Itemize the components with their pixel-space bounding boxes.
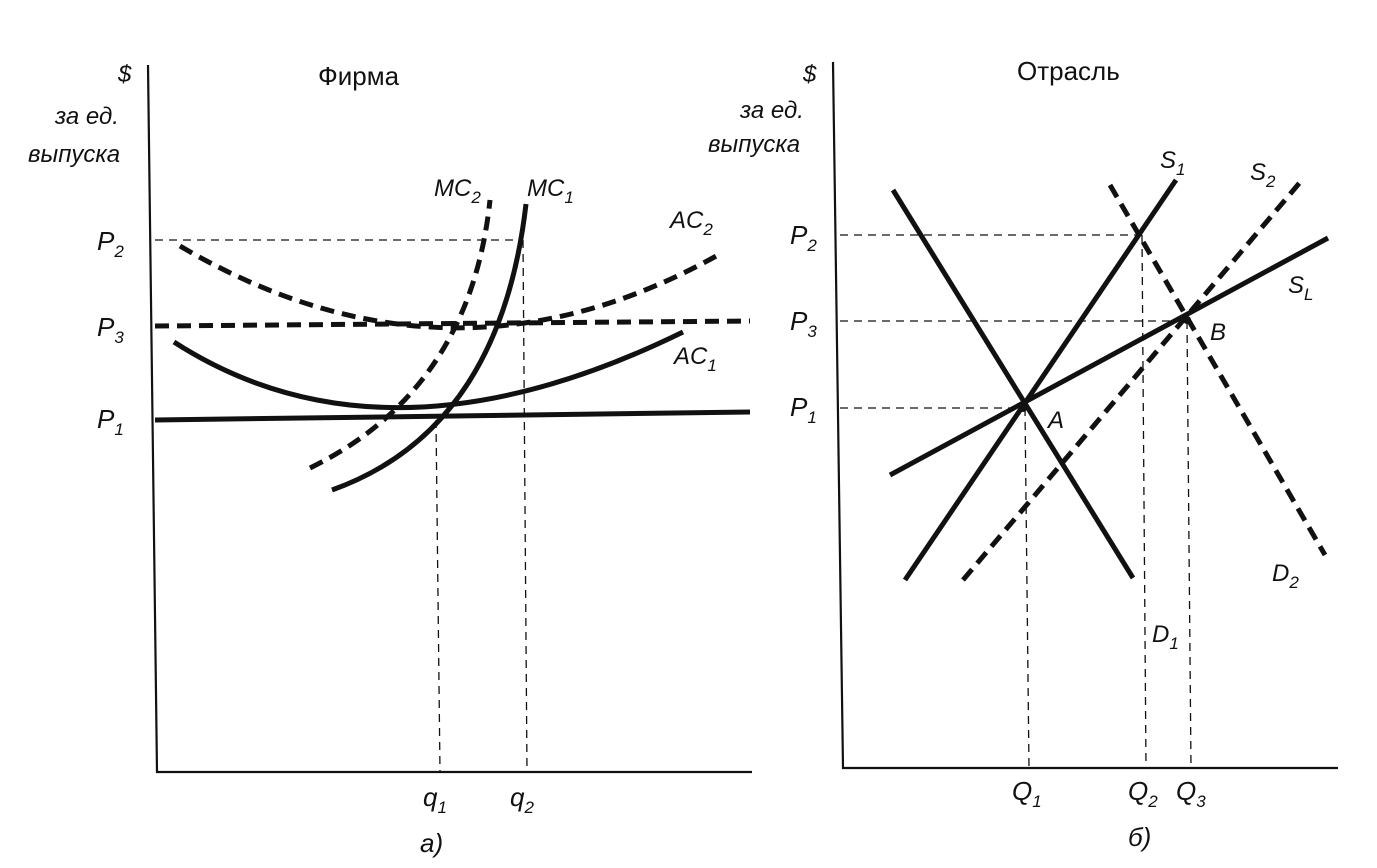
firm-mc1-label: MC1 xyxy=(527,175,574,207)
firm-ac1-label: AC1 xyxy=(672,343,717,375)
firm-caption: а) xyxy=(420,828,443,858)
industry-d2-label: D2 xyxy=(1272,560,1299,592)
firm-y-unit-symbol: $ xyxy=(117,61,132,88)
firm-p1-label: P1 xyxy=(97,404,124,439)
industry-p2-label: P2 xyxy=(790,220,817,255)
industry-caption: б) xyxy=(1128,822,1151,852)
firm-p1-line xyxy=(154,409,751,423)
industry-q3-guide xyxy=(1186,320,1192,769)
firm-panel: Фирма $ за ед. выпуска P2 P3 P1 q1 q2 MC… xyxy=(28,61,752,858)
industry-d1-label: D1 xyxy=(1152,621,1179,653)
industry-s1-line xyxy=(902,178,1179,582)
firm-y-unit-line2: выпуска xyxy=(28,141,120,168)
industry-p1-label: P1 xyxy=(790,392,817,427)
industry-p3-label: P3 xyxy=(790,306,817,341)
point-a-marker xyxy=(1019,404,1027,412)
firm-axes xyxy=(146,64,752,774)
industry-q2-guide xyxy=(1141,234,1147,769)
firm-ac2-curve xyxy=(178,243,720,331)
point-b-label: B xyxy=(1210,319,1226,346)
firm-ac2-label: AC2 xyxy=(668,207,713,239)
industry-axes xyxy=(831,61,1338,770)
point-b-marker xyxy=(1183,316,1191,324)
industry-d1-line xyxy=(890,188,1136,580)
firm-p3-line xyxy=(154,318,751,329)
industry-y-unit-line1: за ед. xyxy=(739,97,804,124)
industry-sl-label: SL xyxy=(1288,272,1313,304)
industry-q3-label: Q3 xyxy=(1176,776,1206,811)
firm-mc2-curve xyxy=(308,199,493,471)
firm-y-unit-line1: за ед. xyxy=(54,103,119,130)
industry-q1-label: Q1 xyxy=(1012,776,1042,811)
firm-title: Фирма xyxy=(318,61,400,91)
industry-q1-guide xyxy=(1024,407,1030,769)
industry-panel: Отрасль $ за ед. выпуска P2 P3 P1 Q1 Q2 … xyxy=(708,56,1338,852)
firm-ac1-curve xyxy=(172,329,685,410)
industry-y-unit-symbol: $ xyxy=(802,61,817,88)
firm-p2-label: P2 xyxy=(97,226,124,261)
firm-mc2-label: MC2 xyxy=(434,175,481,207)
point-a-label: A xyxy=(1046,407,1064,434)
industry-d2-line xyxy=(1107,183,1328,557)
firm-q2-guide xyxy=(522,239,528,773)
industry-y-unit-line2: выпуска xyxy=(708,131,800,158)
industry-title: Отрасль xyxy=(1017,56,1120,86)
firm-q1-guide xyxy=(435,419,441,773)
industry-sl-line xyxy=(888,235,1330,478)
firm-mc1-curve xyxy=(331,203,529,493)
firm-q1-label: q1 xyxy=(423,782,447,817)
industry-s2-label: S2 xyxy=(1250,159,1276,191)
industry-s1-label: S1 xyxy=(1160,147,1185,179)
firm-p3-label: P3 xyxy=(97,312,124,347)
firm-q2-label: q2 xyxy=(510,782,534,817)
industry-q2-label: Q2 xyxy=(1128,776,1158,811)
